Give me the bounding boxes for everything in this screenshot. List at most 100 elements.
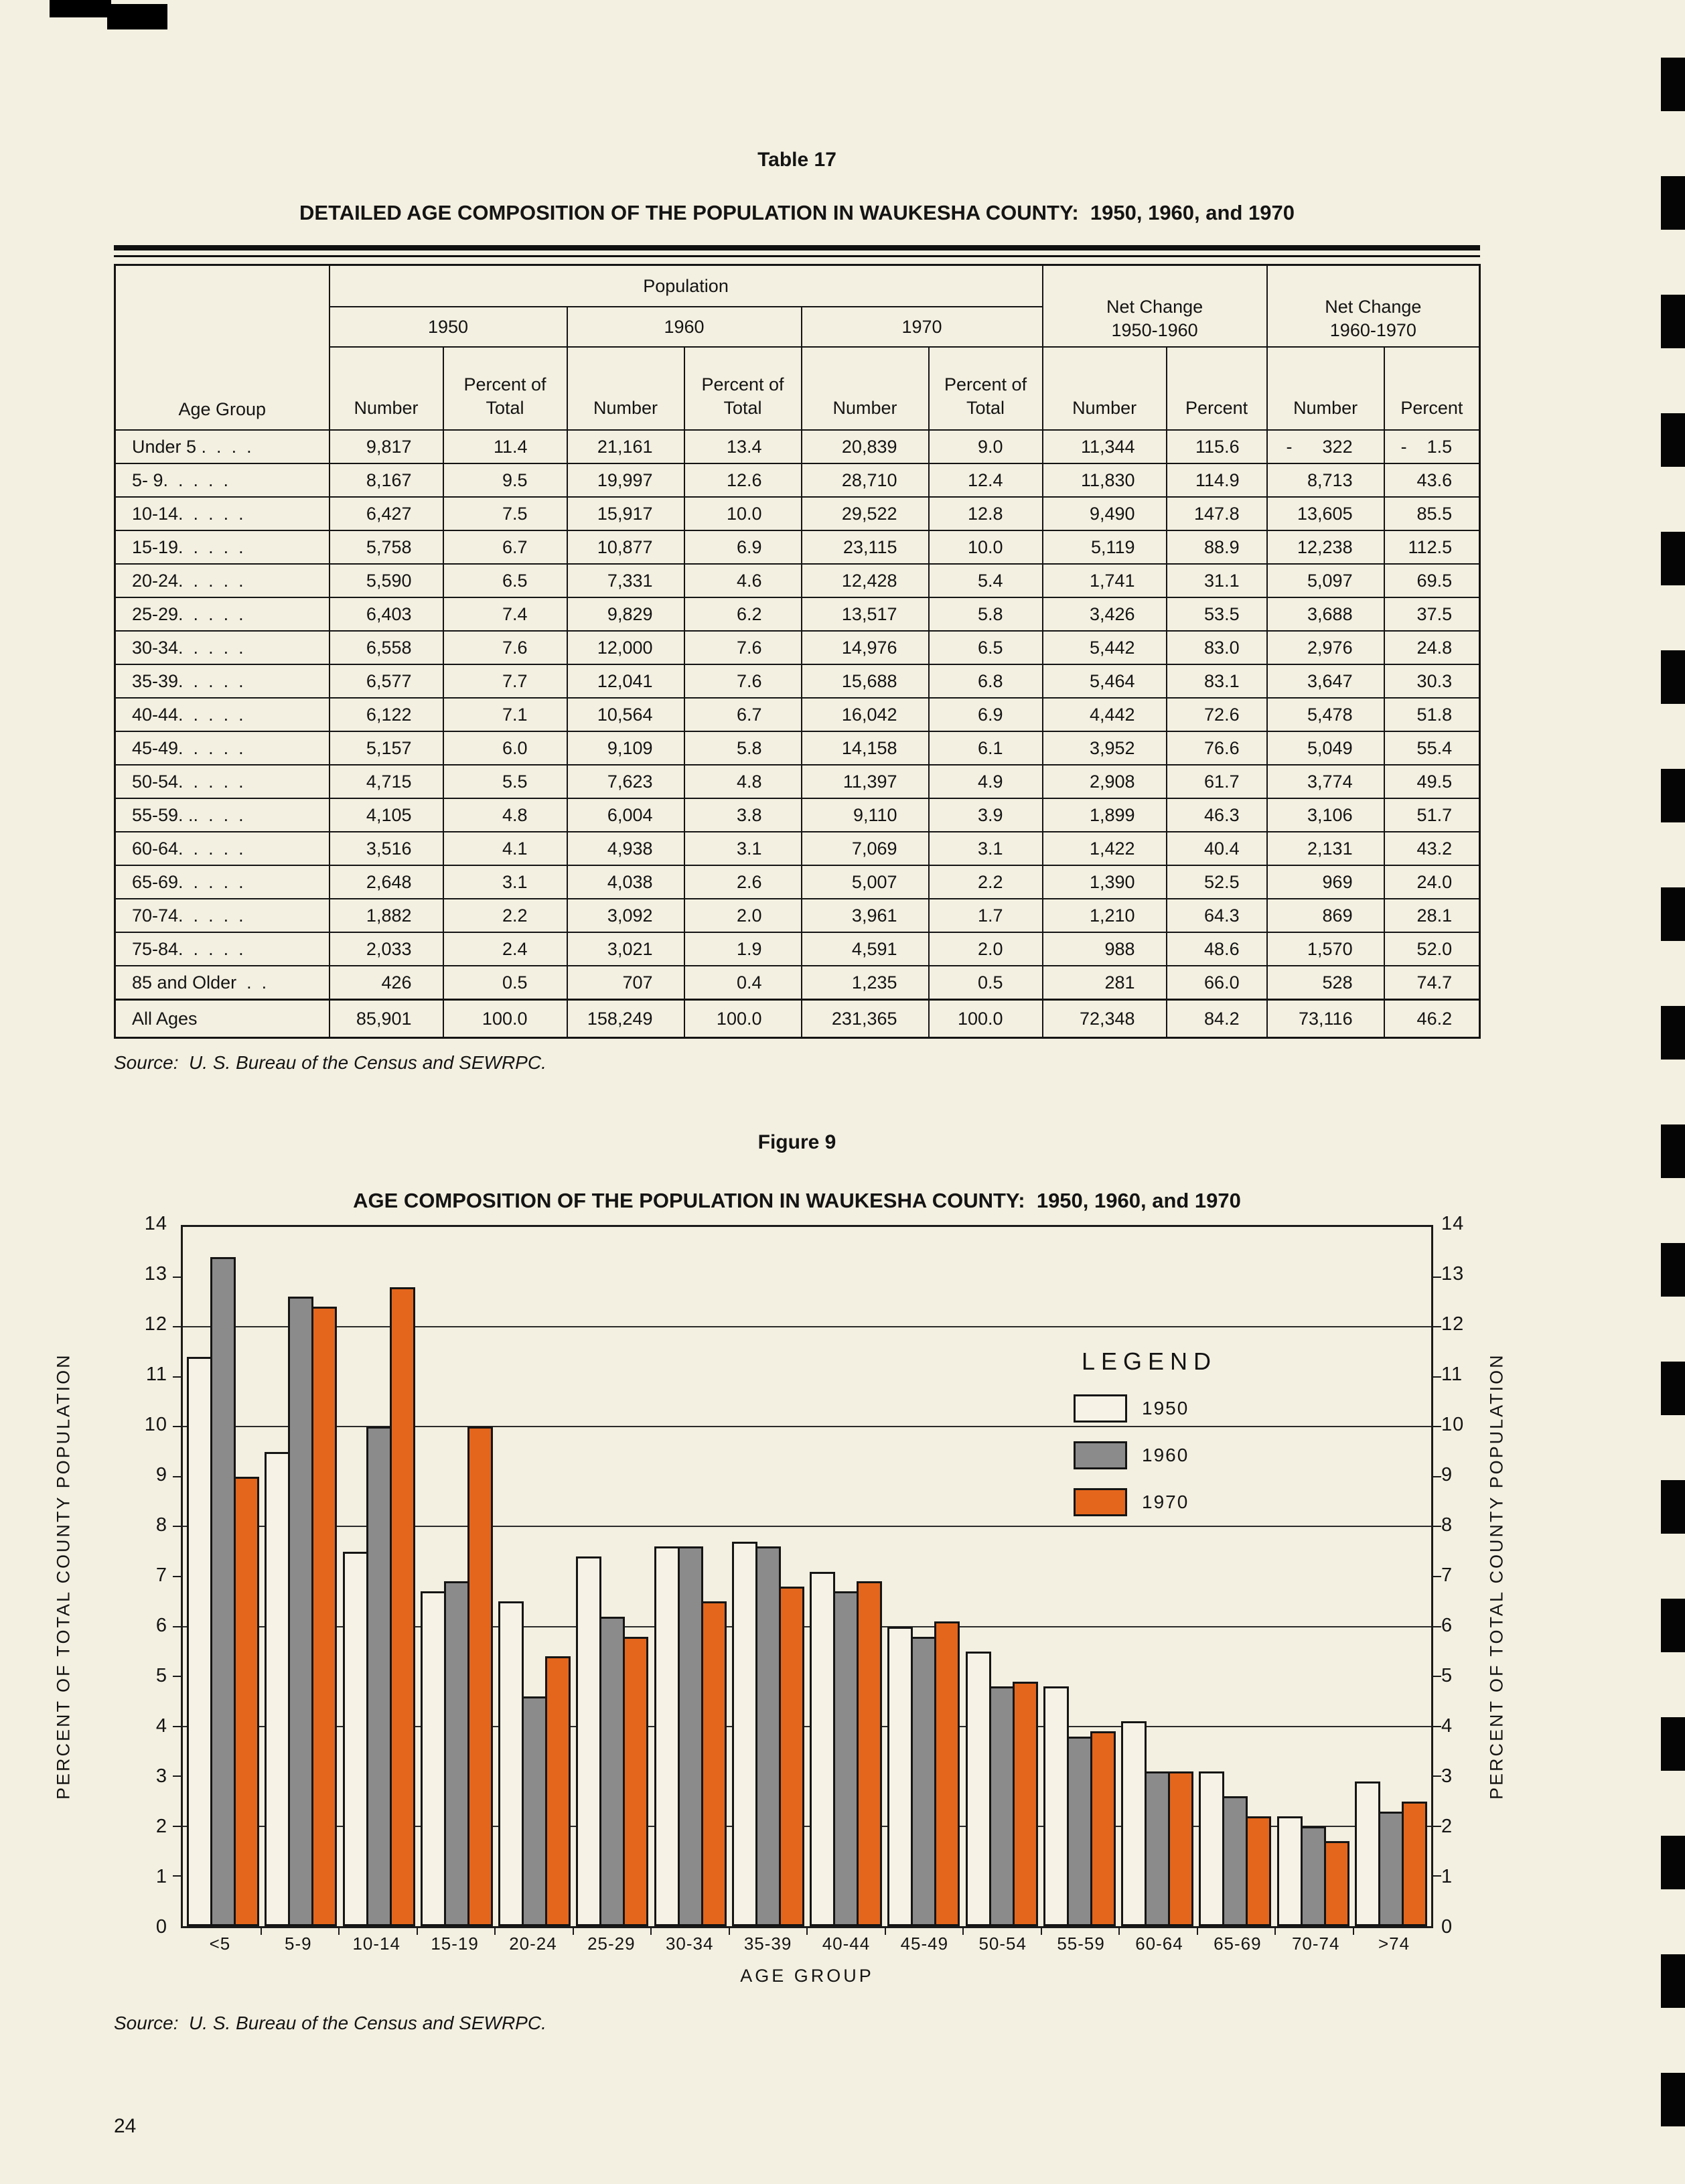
y-axis-label: 11 bbox=[145, 1364, 167, 1385]
number-header: Number bbox=[566, 346, 685, 431]
value-cell: 46.3 bbox=[1165, 798, 1268, 832]
value-cell: 9.5 bbox=[442, 463, 568, 498]
value-cell: 19,997 bbox=[566, 463, 685, 498]
table-row: 5- 9. . . . . 8,167 9.5 19,997 12.6 28,710 12.… bbox=[114, 463, 1481, 498]
value-cell: 3,952 bbox=[1041, 731, 1167, 766]
value-cell: 988 bbox=[1041, 932, 1167, 966]
bar-1960->74 bbox=[1378, 1811, 1404, 1926]
bar-1960-30-34 bbox=[677, 1546, 703, 1926]
y-axis-label: 9 bbox=[1441, 1464, 1453, 1485]
value-cell: 1,899 bbox=[1041, 798, 1167, 832]
value-cell: 6.1 bbox=[928, 731, 1043, 766]
bar-1950-50-54 bbox=[965, 1651, 991, 1926]
value-cell: 3,516 bbox=[328, 831, 444, 866]
year-header-1950: 1950 bbox=[328, 306, 568, 348]
value-cell: 6.7 bbox=[442, 530, 568, 565]
value-cell: 100.0 bbox=[928, 999, 1043, 1039]
value-cell: 5,478 bbox=[1266, 697, 1385, 732]
x-axis-label: >74 bbox=[1378, 1934, 1410, 1954]
value-cell: 12,238 bbox=[1266, 530, 1385, 565]
value-cell: 23,115 bbox=[800, 530, 930, 565]
value-cell: 7.4 bbox=[442, 597, 568, 632]
legend-swatch-1970 bbox=[1074, 1488, 1127, 1516]
value-cell: 4.8 bbox=[683, 764, 802, 799]
x-axis-label: 60-64 bbox=[1135, 1934, 1183, 1954]
value-cell: 13,517 bbox=[800, 597, 930, 632]
net-change-years: 1960-1970 bbox=[1329, 319, 1416, 340]
y-tick bbox=[1433, 1326, 1441, 1328]
table-title: DETAILED AGE COMPOSITION OF THE POPULATI… bbox=[299, 201, 1295, 224]
bar-group-30-34 bbox=[652, 1227, 729, 1926]
net-change-1960-1970-header: Net Change 1960-1970 bbox=[1266, 264, 1481, 348]
value-cell: 72.6 bbox=[1165, 697, 1268, 732]
net-change-1950-1960-header: Net Change 1950-1960 bbox=[1041, 264, 1268, 348]
value-cell: 9,817 bbox=[328, 429, 444, 464]
value-cell: 46.2 bbox=[1383, 999, 1481, 1039]
value-cell: 9,109 bbox=[566, 731, 685, 766]
value-cell: 3.1 bbox=[683, 831, 802, 866]
net-change-years: 1950-1960 bbox=[1111, 319, 1198, 340]
value-cell: 5,119 bbox=[1041, 530, 1167, 565]
value-cell: 869 bbox=[1266, 898, 1385, 933]
y-axis-label: 7 bbox=[1441, 1564, 1453, 1586]
x-tick bbox=[1040, 1926, 1042, 1935]
binding-marks bbox=[1661, 58, 1685, 2184]
age-group-cell: 50-54. . . . . bbox=[114, 764, 330, 799]
number-header: Number bbox=[800, 346, 930, 431]
y-tick bbox=[173, 1775, 181, 1777]
y-axis-label: 12 bbox=[144, 1313, 167, 1335]
value-cell: 64.3 bbox=[1165, 898, 1268, 933]
value-cell: 83.0 bbox=[1165, 630, 1268, 665]
value-cell: 10,877 bbox=[566, 530, 685, 565]
x-axis-label: <5 bbox=[209, 1934, 231, 1954]
value-cell: 85,901 bbox=[328, 999, 444, 1039]
bar-1950->74 bbox=[1354, 1781, 1380, 1926]
figure-title: AGE COMPOSITION OF THE POPULATION IN WAU… bbox=[353, 1189, 1241, 1212]
value-cell: 5,157 bbox=[328, 731, 444, 766]
y-axis-labels-right: 0 1 2 3 4 5 6 7 8 9 10 11 12 13 14 bbox=[1441, 1213, 1497, 1938]
x-tick bbox=[1196, 1926, 1198, 1935]
bar-1970-55-59 bbox=[1090, 1731, 1116, 1926]
percent-header: Percent bbox=[1165, 346, 1268, 431]
table-row: 65-69. . . . . 2,648 3.1 4,038 2.6 5,007 2.2 1,… bbox=[114, 865, 1481, 899]
page-number: 24 bbox=[114, 2115, 137, 2137]
value-cell: 9,490 bbox=[1041, 496, 1167, 531]
value-cell: 5.8 bbox=[928, 597, 1043, 632]
bar-1950-10-14 bbox=[342, 1551, 368, 1926]
value-cell: 53.5 bbox=[1165, 597, 1268, 632]
bar-1950-60-64 bbox=[1121, 1721, 1147, 1926]
y-tick bbox=[1433, 1825, 1441, 1827]
value-cell: 4.1 bbox=[442, 831, 568, 866]
bar-group-15-19 bbox=[418, 1227, 496, 1926]
value-cell: 83.1 bbox=[1165, 664, 1268, 699]
value-cell: 72,348 bbox=[1041, 999, 1167, 1039]
x-axis-label: 15-19 bbox=[431, 1934, 479, 1954]
value-cell: 69.5 bbox=[1383, 563, 1481, 598]
value-cell: 4,442 bbox=[1041, 697, 1167, 732]
value-cell: 30.3 bbox=[1383, 664, 1481, 699]
y-axis-title-left: PERCENT OF TOTAL COUNTY POPULATION bbox=[53, 1353, 74, 1800]
bar-1970-<5 bbox=[234, 1476, 260, 1926]
value-cell: 100.0 bbox=[683, 999, 802, 1039]
bar-group-40-44 bbox=[807, 1227, 885, 1926]
grid-line bbox=[183, 1526, 1431, 1528]
value-cell: 2.6 bbox=[683, 865, 802, 899]
x-tick bbox=[1274, 1926, 1276, 1935]
y-axis-label: 5 bbox=[155, 1665, 167, 1686]
legend-label: 1970 bbox=[1142, 1491, 1189, 1512]
y-axis-label: 5 bbox=[1441, 1665, 1453, 1686]
value-cell: 9,110 bbox=[800, 798, 930, 832]
table-label: Table 17 bbox=[757, 149, 836, 171]
value-cell: 8,167 bbox=[328, 463, 444, 498]
y-axis-label: 13 bbox=[144, 1263, 167, 1285]
legend-swatch-1950 bbox=[1074, 1394, 1127, 1423]
value-cell: 707 bbox=[566, 965, 685, 1001]
value-cell: 11,397 bbox=[800, 764, 930, 799]
y-tick bbox=[1433, 1775, 1441, 1777]
y-axis-label: 10 bbox=[144, 1414, 167, 1435]
x-axis-label: 25-29 bbox=[587, 1934, 636, 1954]
y-axis-label: 3 bbox=[1441, 1765, 1453, 1787]
population-header: Population bbox=[328, 264, 1043, 307]
value-cell: 28,710 bbox=[800, 463, 930, 498]
value-cell: 7,069 bbox=[800, 831, 930, 866]
